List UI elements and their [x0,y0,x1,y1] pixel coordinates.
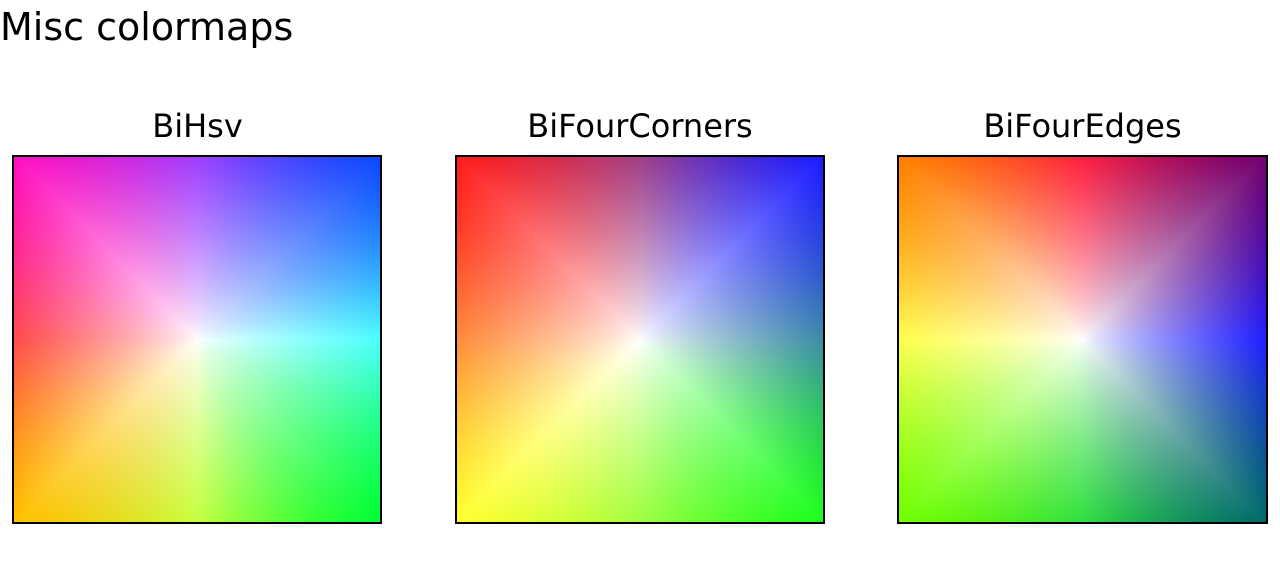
bifourcorners-title: BiFourCorners [527,107,753,145]
figure-title: Misc colormaps [0,5,294,49]
bifouredges-colormap [897,155,1268,524]
bihsv-title: BiHsv [152,107,243,145]
bihsv-colormap [12,155,382,524]
bifouredges-title: BiFourEdges [983,107,1182,145]
bifourcorners-colormap [455,155,825,524]
